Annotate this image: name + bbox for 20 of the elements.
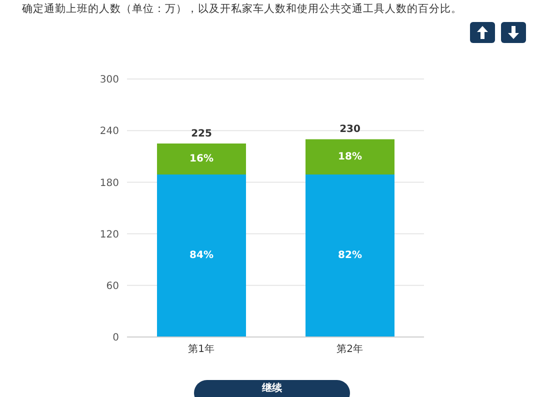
chart-title: 确定通勤上班的人数（单位：万），以及开私家车人数和使用公共交通工具人数的百分比。 bbox=[22, 2, 462, 16]
total-label: 225 bbox=[191, 128, 212, 140]
y-tick-label: 120 bbox=[100, 229, 119, 240]
y-tick-label: 0 bbox=[112, 332, 119, 344]
annotation: 16% bbox=[190, 153, 214, 164]
y-tick-label: 240 bbox=[100, 126, 119, 138]
x-tick-label: 第2年 bbox=[336, 343, 363, 356]
annotation: 82% bbox=[338, 250, 362, 262]
y-tick-label: 180 bbox=[100, 178, 119, 189]
total-label: 230 bbox=[340, 124, 360, 136]
annotation: 18% bbox=[338, 151, 362, 162]
bar bbox=[157, 144, 246, 174]
bar bbox=[306, 139, 394, 174]
annotation: 84% bbox=[190, 250, 214, 262]
y-tick-label: 300 bbox=[100, 74, 119, 86]
text: 继续 bbox=[194, 380, 350, 397]
bar bbox=[306, 174, 394, 337]
x-tick-label: 第1年 bbox=[188, 343, 214, 356]
y-tick-label: 60 bbox=[106, 280, 119, 292]
bar bbox=[157, 174, 246, 337]
